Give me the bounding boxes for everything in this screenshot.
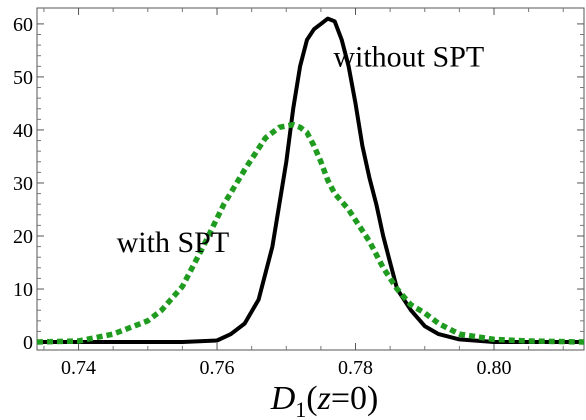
y-tick-label: 40 xyxy=(13,120,33,142)
y-tick-label: 10 xyxy=(13,279,33,301)
y-axis: 0 10 20 30 40 50 60 xyxy=(13,14,584,354)
annotation-with-spt: with SPT xyxy=(117,226,230,259)
y-tick-label: 30 xyxy=(13,173,33,195)
y-tick-label: 0 xyxy=(23,332,33,354)
x-axis-label-paren: ( xyxy=(306,380,317,417)
x-tick-label: 0.74 xyxy=(61,357,96,379)
x-axis-label: D1(z=0) xyxy=(270,380,379,420)
x-axis-label-sub: 1 xyxy=(295,397,306,420)
x-axis-label-rest: =0) xyxy=(331,380,379,417)
y-tick-label: 50 xyxy=(13,67,33,89)
y-tick-label: 60 xyxy=(13,14,33,36)
plot-border xyxy=(36,7,585,351)
x-tick-label: 0.80 xyxy=(476,357,511,379)
series-layer xyxy=(36,16,585,345)
plot-frame xyxy=(36,7,585,351)
annotation-without-spt: without SPT xyxy=(333,40,484,73)
y-tick-label: 20 xyxy=(13,226,33,248)
x-axis-label-var: z xyxy=(317,380,331,417)
x-axis-label-main: D xyxy=(270,380,296,417)
x-axis: 0.74 0.76 0.78 0.80 xyxy=(43,8,564,379)
series-line-with-spt xyxy=(36,121,585,345)
x-tick-label: 0.76 xyxy=(200,357,235,379)
x-tick-label: 0.78 xyxy=(338,357,373,379)
series-line-without-spt xyxy=(37,16,584,344)
